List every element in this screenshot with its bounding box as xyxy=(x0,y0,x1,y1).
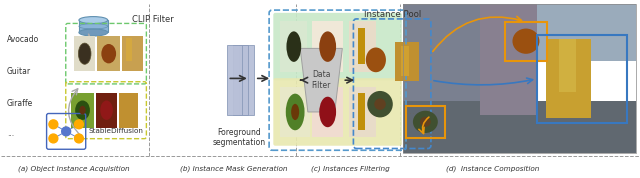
Text: ...: ... xyxy=(7,129,14,138)
Circle shape xyxy=(49,134,58,143)
Ellipse shape xyxy=(367,91,393,117)
Ellipse shape xyxy=(513,28,540,54)
FancyBboxPatch shape xyxy=(96,93,117,128)
FancyBboxPatch shape xyxy=(403,4,479,153)
Ellipse shape xyxy=(420,117,431,127)
FancyBboxPatch shape xyxy=(358,93,365,130)
Text: Guitar: Guitar xyxy=(7,67,31,76)
FancyBboxPatch shape xyxy=(312,87,343,137)
Circle shape xyxy=(74,120,83,129)
FancyBboxPatch shape xyxy=(358,28,365,64)
Ellipse shape xyxy=(287,31,301,62)
Circle shape xyxy=(61,127,70,136)
FancyBboxPatch shape xyxy=(479,4,537,116)
Ellipse shape xyxy=(366,48,386,72)
FancyBboxPatch shape xyxy=(559,39,575,92)
FancyBboxPatch shape xyxy=(273,78,402,146)
FancyBboxPatch shape xyxy=(395,42,419,81)
Text: ...: ... xyxy=(406,106,415,116)
FancyBboxPatch shape xyxy=(122,36,143,71)
Ellipse shape xyxy=(286,94,305,130)
Ellipse shape xyxy=(374,98,386,110)
FancyBboxPatch shape xyxy=(74,36,95,71)
Ellipse shape xyxy=(79,17,108,24)
FancyBboxPatch shape xyxy=(403,101,636,153)
Ellipse shape xyxy=(79,29,108,36)
Ellipse shape xyxy=(75,100,90,120)
Ellipse shape xyxy=(319,31,336,62)
Text: Foreground
segmentation: Foreground segmentation xyxy=(212,128,266,147)
Ellipse shape xyxy=(319,97,336,127)
FancyBboxPatch shape xyxy=(97,36,120,71)
FancyBboxPatch shape xyxy=(349,21,376,72)
Text: (b) Instance Mask Generation: (b) Instance Mask Generation xyxy=(180,165,287,172)
Ellipse shape xyxy=(101,44,116,63)
Polygon shape xyxy=(300,48,342,112)
Text: (a) Object Instance Acquisition: (a) Object Instance Acquisition xyxy=(19,165,130,172)
FancyBboxPatch shape xyxy=(233,45,248,116)
Ellipse shape xyxy=(78,43,91,64)
Text: (d)  Instance Composition: (d) Instance Composition xyxy=(445,165,539,172)
Ellipse shape xyxy=(100,100,113,120)
FancyBboxPatch shape xyxy=(312,21,343,72)
FancyBboxPatch shape xyxy=(280,87,310,137)
FancyBboxPatch shape xyxy=(126,38,132,61)
FancyBboxPatch shape xyxy=(349,87,376,137)
FancyBboxPatch shape xyxy=(239,45,253,116)
Text: Instance Pool: Instance Pool xyxy=(364,10,420,19)
FancyBboxPatch shape xyxy=(401,46,409,76)
Text: CLIP Filter: CLIP Filter xyxy=(132,15,173,24)
Text: (c) Instances Filtering: (c) Instances Filtering xyxy=(310,165,389,172)
Ellipse shape xyxy=(79,106,86,115)
FancyBboxPatch shape xyxy=(546,39,591,119)
FancyBboxPatch shape xyxy=(273,13,402,80)
FancyBboxPatch shape xyxy=(403,4,636,61)
FancyBboxPatch shape xyxy=(71,93,94,128)
Ellipse shape xyxy=(413,111,438,133)
Circle shape xyxy=(49,120,58,129)
FancyBboxPatch shape xyxy=(79,20,108,32)
Text: StableDiffusion: StableDiffusion xyxy=(89,128,144,134)
Text: Giraffe: Giraffe xyxy=(7,99,33,108)
Text: Avocado: Avocado xyxy=(7,35,39,44)
FancyBboxPatch shape xyxy=(280,21,307,72)
FancyBboxPatch shape xyxy=(119,93,138,128)
FancyBboxPatch shape xyxy=(227,45,242,116)
Circle shape xyxy=(74,134,83,143)
Text: Data
Filter: Data Filter xyxy=(312,70,331,90)
Ellipse shape xyxy=(291,104,299,120)
